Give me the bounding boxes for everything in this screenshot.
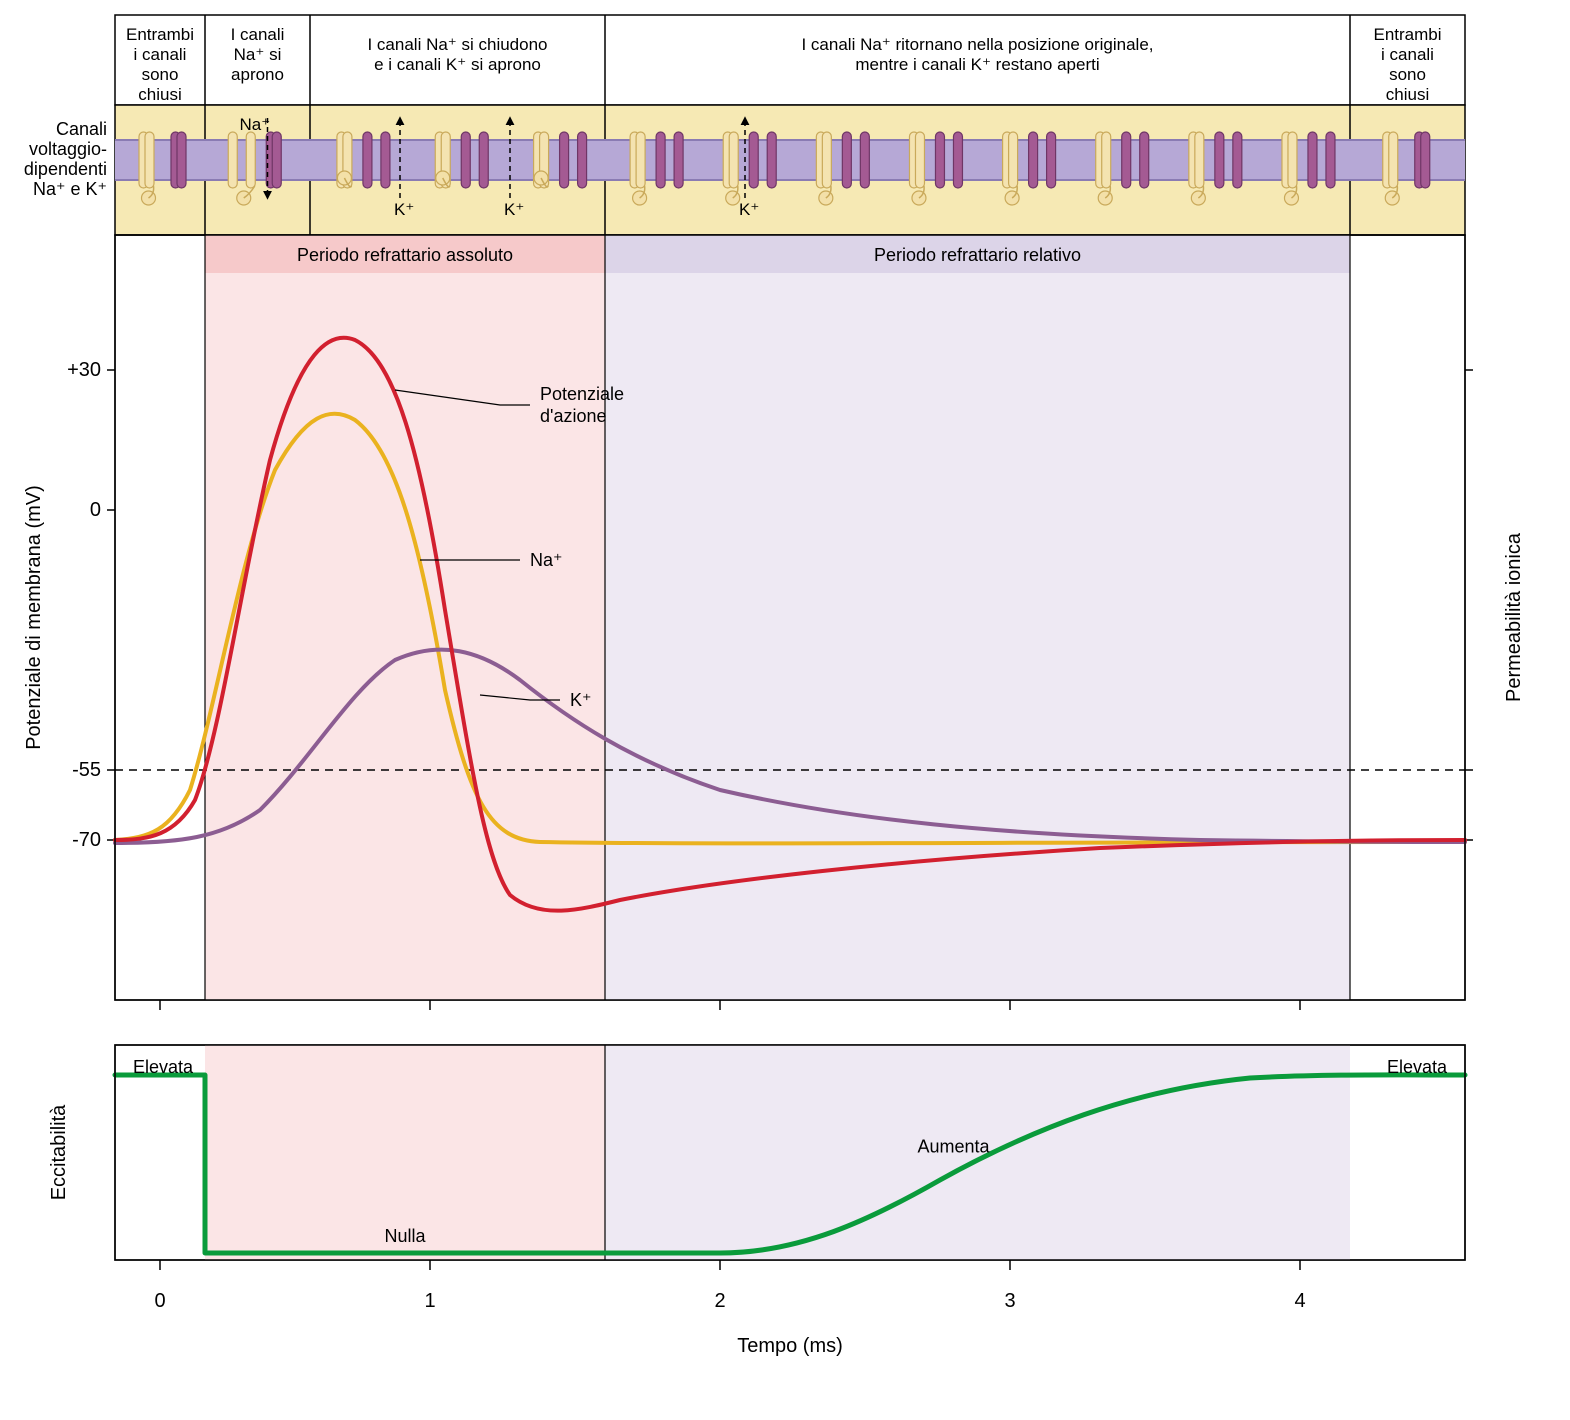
main-plot: Periodo refrattario assoluto Periodo refr… [23, 235, 1525, 1000]
phase-label: chiusi [1386, 85, 1429, 104]
phase-label: I canali Na⁺ si chiudono [367, 35, 547, 54]
excitability-plot: Elevata Elevata Nulla Aumenta Eccitabilità [48, 1045, 1465, 1260]
phase-label: mentre i canali K⁺ restano aperti [855, 55, 1099, 74]
y-tick-label: +30 [67, 359, 101, 381]
phase-label: aprono [231, 65, 284, 84]
na-ion-label: Na⁺ [240, 115, 271, 134]
x-tick-label: 3 [1004, 1290, 1015, 1312]
phase-label: I canali [231, 25, 285, 44]
x-tick-label: 1 [424, 1290, 435, 1312]
excit-nulla-label: Nulla [384, 1226, 426, 1246]
phase-label: I canali Na⁺ ritornano nella posizione o… [801, 35, 1153, 54]
phase-label: chiusi [138, 85, 181, 104]
phase-label: sono [142, 65, 179, 84]
phase-label: Na⁺ si [234, 45, 282, 64]
na-curve-label: Na⁺ [530, 550, 563, 570]
phase-label: sono [1389, 65, 1426, 84]
ap-curve-label: Potenziale [540, 384, 624, 404]
k-ion-label: K⁺ [394, 200, 414, 219]
x-axis-label: Tempo (ms) [737, 1335, 843, 1357]
k-ion-label: K⁺ [504, 200, 524, 219]
phase-label: Entrambi [1373, 25, 1441, 44]
y-tick-label: -55 [72, 759, 101, 781]
x-tick-label: 4 [1294, 1290, 1305, 1312]
phase-label: e i canali K⁺ si aprono [374, 55, 541, 74]
membrane-side-label: Na⁺ e K⁺ [33, 179, 107, 199]
x-tick-label: 2 [714, 1290, 725, 1312]
membrane-diagram: Canalivoltaggio-dipendentiNa⁺ e K⁺ Na⁺ K⁺ K… [24, 105, 1465, 235]
excit-elevata-label: Elevata [133, 1057, 194, 1077]
membrane-side-label: voltaggio- [29, 139, 107, 159]
membrane-side-label: dipendenti [24, 159, 107, 179]
refractory-abs-label: Periodo refrattario assoluto [297, 245, 513, 265]
phase-header-row: Entrambii canalisonochiusiI canaliNa⁺ si… [115, 15, 1465, 105]
phase-label: Entrambi [126, 25, 194, 44]
y-axis-label: Potenziale di membrana (mV) [23, 485, 45, 750]
ap-curve-label: d'azione [540, 406, 607, 426]
y-axis-right-label: Permeabilità ionica [1503, 532, 1525, 702]
excit-axis-label: Eccitabilità [48, 1104, 70, 1200]
k-ion-label: K⁺ [739, 200, 759, 219]
excit-aumenta-label: Aumenta [918, 1137, 991, 1157]
excit-elevata-label: Elevata [1387, 1057, 1448, 1077]
refractory-rel-label: Periodo refrattario relativo [874, 245, 1081, 265]
y-tick-label: 0 [90, 499, 101, 521]
phase-label: i canali [1381, 45, 1434, 64]
k-curve-label: K⁺ [570, 690, 592, 710]
y-tick-label: -70 [72, 829, 101, 851]
phase-label: i canali [134, 45, 187, 64]
x-tick-label: 0 [154, 1290, 165, 1312]
membrane-side-label: Canali [56, 119, 107, 139]
